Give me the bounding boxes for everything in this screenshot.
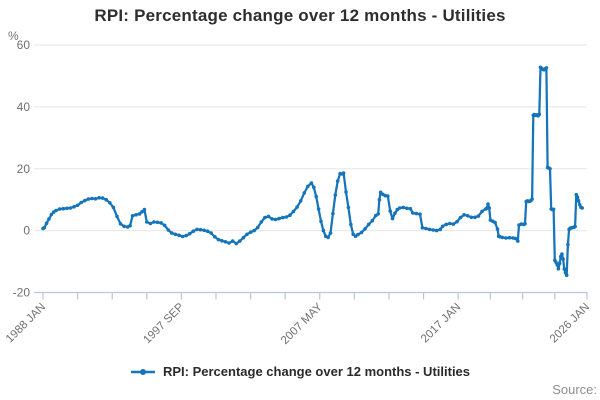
page-title: RPI: Percentage change over 12 months - … [94,6,506,25]
svg-text:2026 JAN: 2026 JAN [548,301,592,345]
source-label: Source: [552,382,597,397]
y-axis-tick-labels: 60 40 20 0 -20 [13,38,31,300]
legend-line-marker-icon [130,368,155,375]
svg-text:0: 0 [23,224,30,238]
legend-label: RPI: Percentage change over 12 months - … [162,364,471,379]
svg-text:20: 20 [17,162,31,176]
x-axis-tick-labels: 1988 JAN 1997 SEP 2007 MAY 2017 JAN 2026 JAN [4,301,592,345]
chart-canvas: 60 40 20 0 -20 1988 JAN 1997 SEP 2007 MAY 2017 … [4,38,592,345]
svg-text:1997 SEP: 1997 SEP [141,301,186,345]
y-axis-unit-label: % [8,29,19,43]
svg-text:60: 60 [17,38,31,52]
svg-text:2007 MAY: 2007 MAY [279,301,325,345]
legend[interactable]: RPI: Percentage change over 12 months - … [0,364,600,379]
svg-text:2017 JAN: 2017 JAN [419,301,463,345]
data-series-line [41,65,584,278]
svg-text:-20: -20 [13,286,31,300]
svg-text:1988 JAN: 1988 JAN [4,301,48,345]
gridlines [34,44,587,232]
svg-text:40: 40 [17,100,31,114]
x-axis [34,291,588,300]
